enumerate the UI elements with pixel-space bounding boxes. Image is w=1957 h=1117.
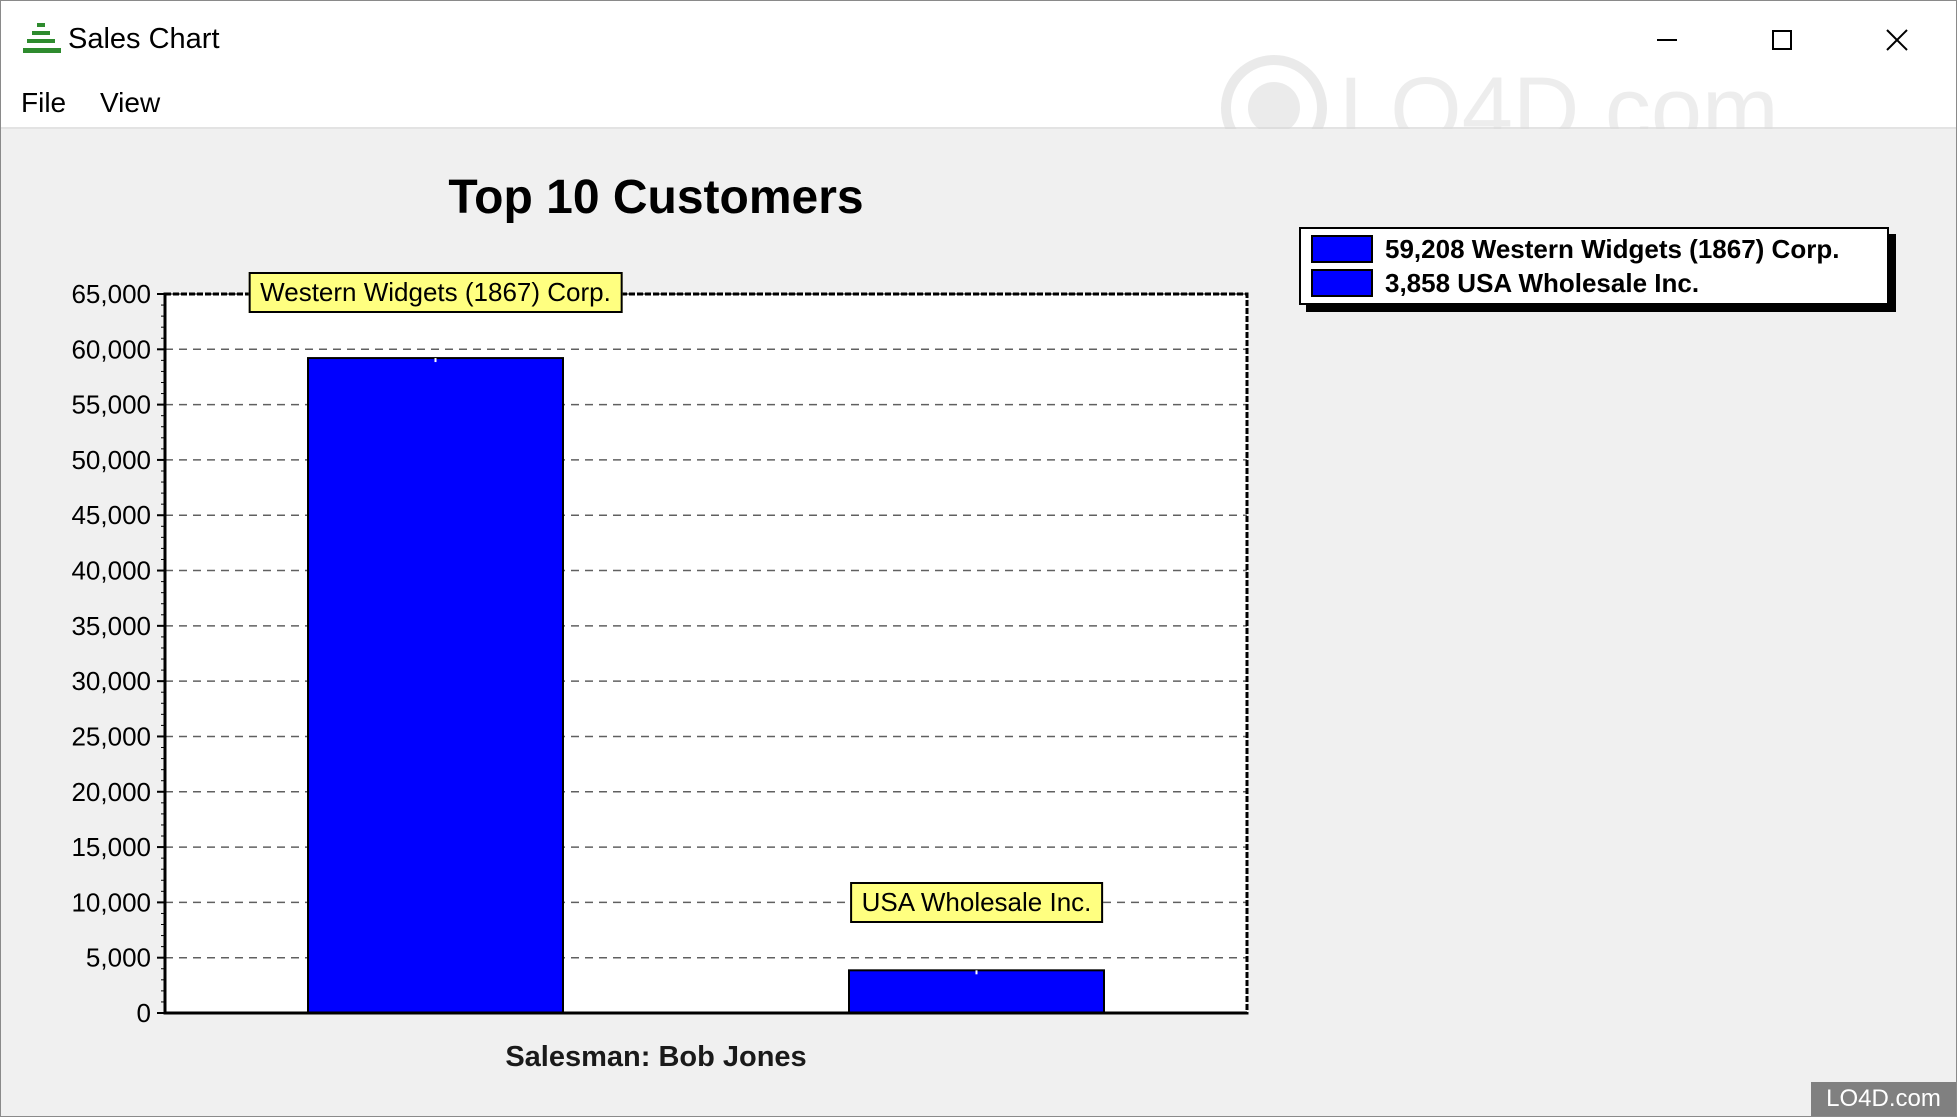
legend-item: 3,858 USA Wholesale Inc. <box>1311 268 1699 298</box>
y-tick-label: 25,000 <box>71 721 151 751</box>
close-icon <box>1885 29 1908 51</box>
y-tick-label: 30,000 <box>71 666 151 696</box>
minimize-icon <box>1656 39 1677 41</box>
bar-label-western-widgets: Western Widgets (1867) Corp. <box>248 272 623 313</box>
legend-swatch <box>1311 235 1373 263</box>
chart-legend: 59,208 Western Widgets (1867) Corp. 3,85… <box>1299 227 1889 305</box>
tree-stack-icon <box>23 23 61 53</box>
legend-label: 59,208 Western Widgets (1867) Corp. <box>1385 233 1840 264</box>
y-tick-label: 45,000 <box>71 500 151 530</box>
chart-title: Top 10 Customers <box>448 171 864 224</box>
corner-watermark: LO4D.com <box>1811 1082 1956 1116</box>
title-bar[interactable]: Sales Chart <box>1 1 1956 79</box>
y-tick-label: 0 <box>137 998 151 1028</box>
y-tick-label: 65,000 <box>71 279 151 309</box>
bar <box>848 969 1105 1014</box>
maximize-icon <box>1771 30 1792 50</box>
y-tick-label: 40,000 <box>71 556 151 586</box>
y-tick-label: 10,000 <box>71 887 151 917</box>
y-tick-label: 15,000 <box>71 832 151 862</box>
minimize-button[interactable] <box>1609 1 1724 79</box>
bar <box>307 357 564 1015</box>
chart-area: 0 5,000 10,000 15,000 20,000 25,000 30,000 35,0… <box>1 129 1956 1116</box>
menu-bar: File View <box>1 79 1956 129</box>
x-axis-title: Salesman: Bob Jones <box>505 1041 807 1073</box>
y-tick-label: 60,000 <box>71 334 151 364</box>
menu-file[interactable]: File <box>21 87 67 118</box>
legend-swatch <box>1311 269 1373 297</box>
close-button[interactable] <box>1839 1 1954 79</box>
y-tick-label: 55,000 <box>71 390 151 420</box>
legend-item: 59,208 Western Widgets (1867) Corp. <box>1311 234 1839 264</box>
y-tick-label: 35,000 <box>71 611 151 641</box>
y-tick-label: 5,000 <box>86 943 151 973</box>
maximize-button[interactable] <box>1724 1 1839 79</box>
y-tick-label: 50,000 <box>71 445 151 475</box>
menu-view[interactable]: View <box>100 87 161 118</box>
bar-label-usa-wholesale: USA Wholesale Inc. <box>849 882 1104 924</box>
y-tick-label: 20,000 <box>71 777 151 807</box>
window-title: Sales Chart <box>68 23 220 55</box>
bar-chart: 0 5,000 10,000 15,000 20,000 25,000 30,000 35,0… <box>71 279 1249 1028</box>
legend-label: 3,858 USA Wholesale Inc. <box>1385 267 1700 298</box>
